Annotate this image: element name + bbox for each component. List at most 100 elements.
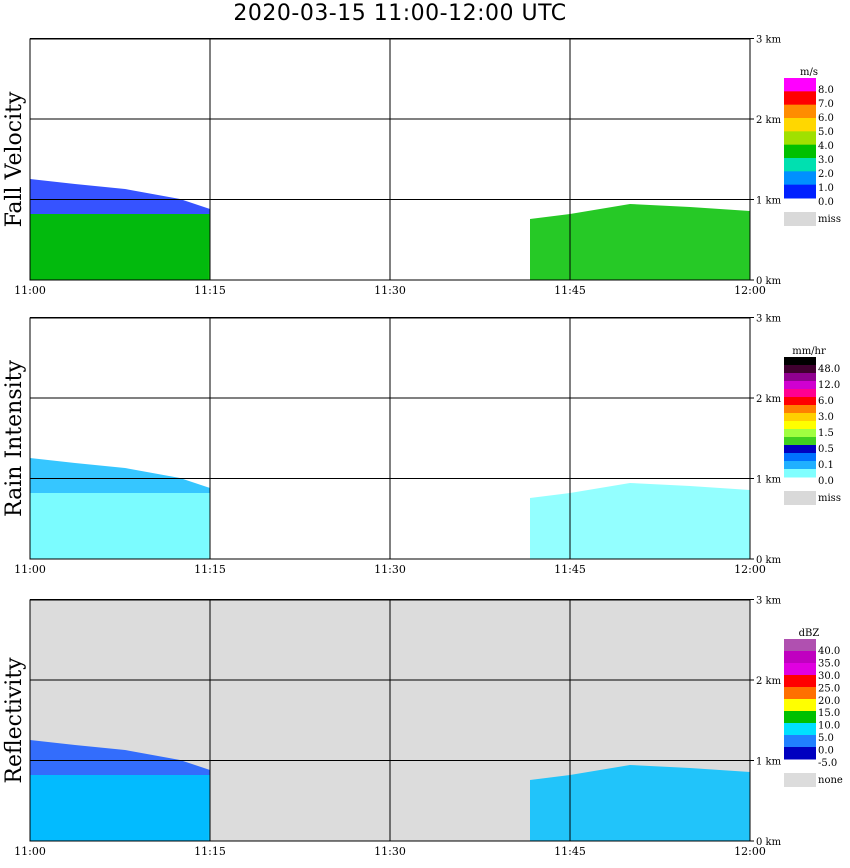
legend-missing-swatch [784, 491, 816, 505]
chart-title: 2020-03-15 11:00-12:00 UTC [233, 1, 567, 26]
y-axis-label: Fall Velocity [2, 91, 27, 227]
echo-left-lower [30, 493, 210, 559]
y-tick-label: 0 km [756, 276, 782, 287]
legend-label: 3.0 [818, 412, 834, 423]
legend-label: 4.0 [818, 141, 834, 152]
legend-label: 0.1 [818, 460, 834, 471]
y-tick-label: 3 km [756, 314, 782, 325]
legend-color-swatch [784, 699, 816, 712]
legend-color-swatch [784, 723, 816, 736]
legend-label: 12.0 [818, 380, 840, 391]
legend-color-swatch [784, 104, 816, 119]
legend-color-swatch [784, 687, 816, 700]
x-tick-label: 11:00 [14, 284, 46, 297]
legend-color-swatch [784, 373, 816, 382]
x-tick-label: 11:15 [194, 284, 226, 297]
x-tick-label: 11:15 [194, 563, 226, 576]
legend-label: 8.0 [818, 85, 834, 96]
x-tick-label: 11:45 [554, 845, 586, 858]
legend-label: 0.5 [818, 444, 834, 455]
x-tick-label: 11:15 [194, 845, 226, 858]
legend-color-swatch [784, 405, 816, 414]
y-tick-label: 0 km [756, 837, 782, 848]
legend-color-swatch [784, 711, 816, 724]
legend-label: 1.0 [818, 183, 834, 194]
legend-label: 30.0 [818, 671, 840, 682]
echo-left-lower [30, 775, 210, 841]
legend-label: -5.0 [818, 758, 837, 769]
legend-color-swatch [784, 437, 816, 446]
legend-unit: dBZ [799, 628, 820, 639]
x-tick-label: 12:00 [734, 563, 766, 576]
y-axis-label: Rain Intensity [2, 359, 27, 516]
legend-color-swatch [784, 118, 816, 132]
plot-frame [29, 317, 751, 560]
y-tick-label: 1 km [756, 757, 782, 768]
legend-label: 40.0 [818, 646, 840, 657]
legend-label: 0.0 [818, 746, 834, 757]
legend-color-swatch [784, 735, 816, 748]
x-tick-label: 11:00 [14, 845, 46, 858]
legend-color-swatch [784, 78, 816, 92]
x-tick-label: 12:00 [734, 845, 766, 858]
echo-left-lower [30, 214, 210, 280]
legend-label: 5.0 [818, 127, 834, 138]
legend-label: 15.0 [818, 708, 840, 719]
y-tick-label: 1 km [756, 475, 782, 486]
y-tick-label: 2 km [756, 115, 782, 126]
legend-label: 6.0 [818, 396, 834, 407]
legend-color-swatch [784, 389, 816, 398]
y-tick-label: 1 km [756, 196, 782, 207]
legend-missing-label: none [818, 775, 843, 786]
plot-frame [29, 38, 751, 281]
legend-color-swatch [784, 144, 816, 159]
legend-unit: mm/hr [792, 346, 826, 357]
legend-color-swatch [784, 131, 816, 146]
legend-label: 48.0 [818, 364, 840, 375]
legend-color-swatch [784, 365, 816, 374]
x-tick-label: 11:30 [374, 563, 406, 576]
legend-label: 20.0 [818, 696, 840, 707]
echo-right [530, 765, 750, 841]
legend-label: 2.0 [818, 169, 834, 180]
legend-color-swatch [784, 747, 816, 760]
legend-color-swatch [784, 171, 816, 186]
x-tick-label: 12:00 [734, 284, 766, 297]
y-tick-label: 3 km [756, 596, 782, 607]
legend-color-swatch [784, 158, 816, 172]
x-tick-label: 11:30 [374, 284, 406, 297]
plot-frame [29, 599, 751, 842]
legend-label: 0.0 [818, 476, 834, 487]
legend-label: 35.0 [818, 658, 840, 669]
legend-color-swatch [784, 429, 816, 438]
legend-color-swatch [784, 461, 816, 470]
legend-color-swatch [784, 639, 816, 652]
y-tick-label: 0 km [756, 555, 782, 566]
legend-label: 7.0 [818, 99, 834, 110]
x-tick-label: 11:45 [554, 284, 586, 297]
legend-color-swatch [784, 381, 816, 390]
legend-color-swatch [784, 663, 816, 676]
legend-missing-swatch [784, 773, 816, 787]
legend-label: 5.0 [818, 733, 834, 744]
y-tick-label: 2 km [756, 394, 782, 405]
legend-color-swatch [784, 445, 816, 454]
legend-label: 0.0 [818, 197, 834, 208]
y-axis-label: Reflectivity [2, 657, 27, 784]
y-tick-label: 3 km [756, 35, 782, 46]
legend-color-swatch [784, 357, 816, 366]
legend-color-swatch [784, 421, 816, 430]
x-tick-label: 11:30 [374, 845, 406, 858]
legend-label: 10.0 [818, 721, 840, 732]
legend-color-swatch [784, 469, 816, 478]
legend-color-swatch [784, 397, 816, 406]
legend-missing-label: miss [818, 493, 841, 504]
legend-missing-label: miss [818, 214, 841, 225]
legend-label: 3.0 [818, 155, 834, 166]
echo-right [530, 204, 750, 280]
y-tick-label: 2 km [756, 676, 782, 687]
legend-color-swatch [784, 453, 816, 462]
legend-label: 1.5 [818, 428, 834, 439]
